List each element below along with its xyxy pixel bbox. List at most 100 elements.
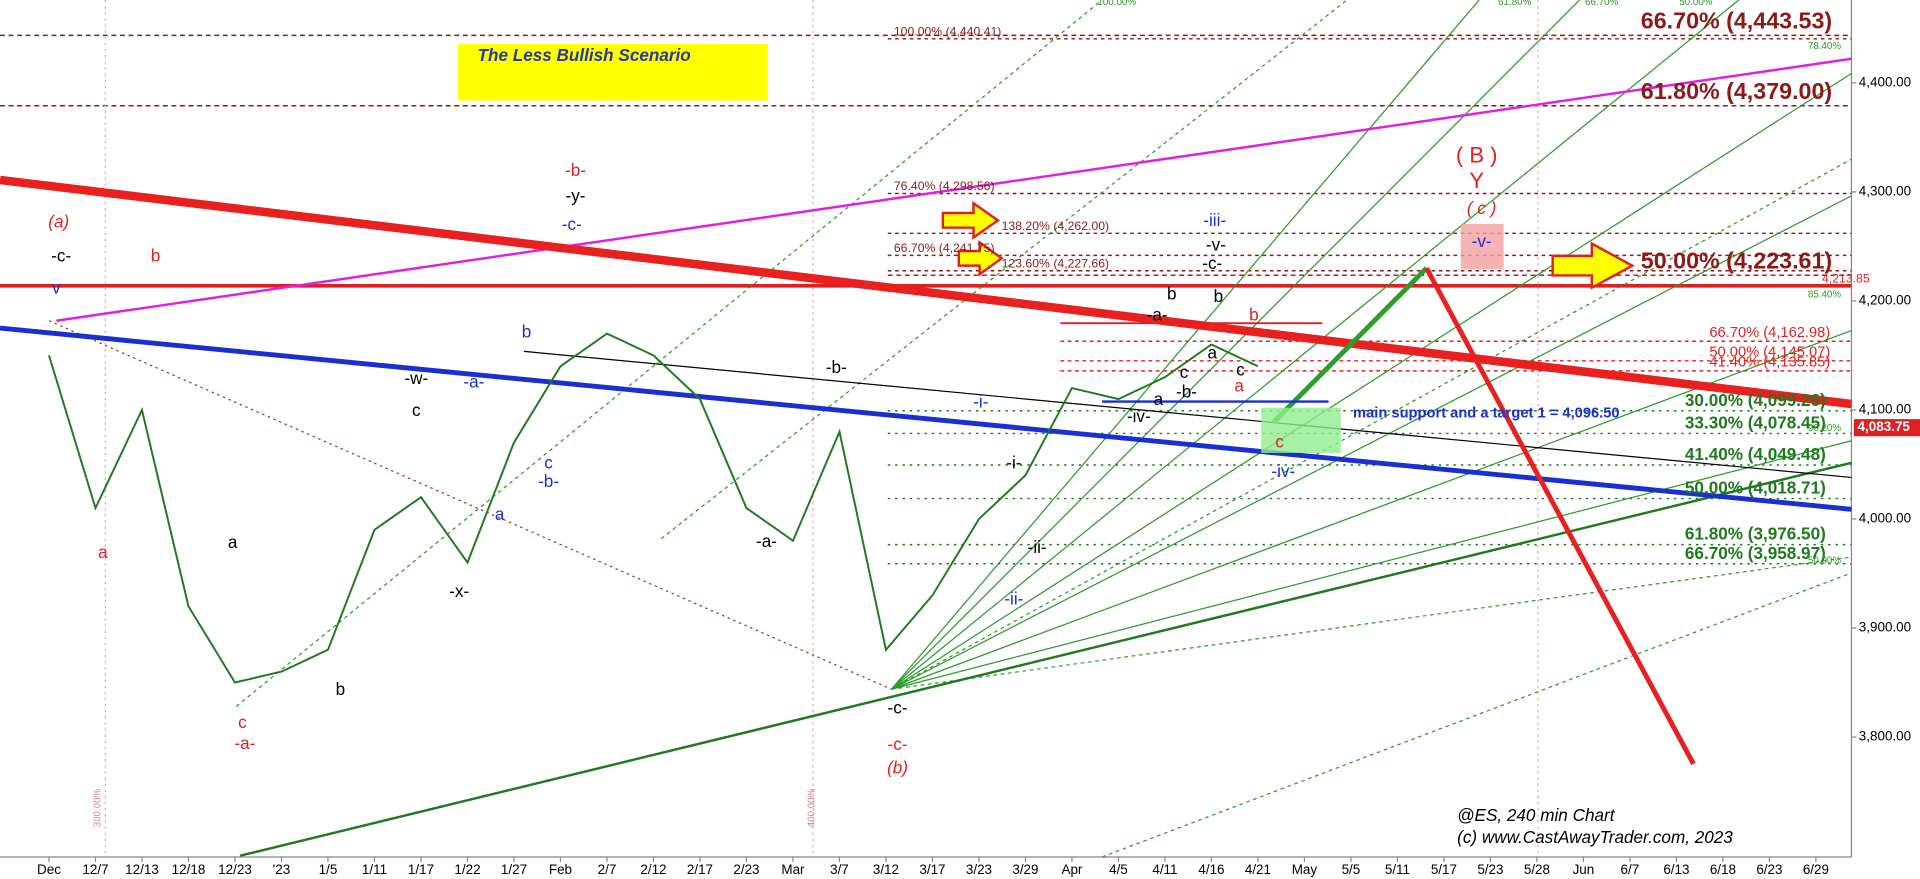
trendline [48, 320, 892, 690]
projection [1424, 266, 1696, 766]
chart-title: The Less Bullish Scenario [478, 45, 691, 65]
projection [1271, 266, 1429, 425]
wave-label: ( B ) [1456, 143, 1498, 168]
level-label: 50.00% (4,018.71) [1685, 478, 1826, 498]
text-layer: The Less Bullish Scenario @ES, 240 min C… [37, 0, 1911, 877]
wave-label: -c- [888, 697, 908, 717]
fan-line [891, 72, 1852, 690]
wave-label: -c- [51, 246, 71, 266]
minor-label: 66.70% [1585, 0, 1618, 8]
wave-label: main support and a target 1 = 4,096.50 [1353, 406, 1620, 422]
wave-label: b [1249, 304, 1259, 324]
x-tick-label: Jun [1573, 862, 1595, 877]
x-tick-label: 3/17 [919, 862, 945, 877]
x-tick-label: 3/12 [873, 862, 899, 877]
trendline [239, 461, 1852, 857]
fan-line [891, 0, 1740, 690]
x-tick-label: 1/5 [319, 862, 338, 877]
x-tick-label: May [1292, 862, 1318, 877]
x-tick-label: 2/17 [687, 862, 713, 877]
last-price-tag [1853, 419, 1920, 437]
x-tick-label: 6/13 [1663, 862, 1689, 877]
title-box [457, 44, 768, 101]
wave-label: a [1154, 389, 1164, 409]
wave-label: b [1214, 286, 1224, 306]
x-tick-label: 12/13 [125, 862, 159, 877]
level-label: 61.80% (4,379.00) [1641, 78, 1832, 104]
level-label: 33.30% (4,078.45) [1685, 413, 1826, 433]
y-tick-label: 4,000.00 [1859, 511, 1911, 526]
trendline [0, 175, 1852, 409]
x-tick-label: 12/18 [172, 862, 206, 877]
x-tick-label: 1/17 [408, 862, 434, 877]
fan-line [891, 440, 1852, 690]
wave-label: -c- [888, 734, 908, 754]
wave-label: b [1167, 284, 1177, 304]
x-tick-label: 4/21 [1245, 862, 1271, 877]
wave-label: -ii- [1004, 588, 1023, 608]
x-tick-label: 12/23 [218, 862, 252, 877]
wave-label: -a- [234, 733, 255, 753]
trendline [524, 350, 1852, 479]
minor-label: 400.00% [806, 788, 817, 827]
x-tick-label: 3/23 [966, 862, 992, 877]
minor-label: 61.80% [1498, 0, 1531, 8]
level-label: 50.00% (4,223.61) [1641, 248, 1832, 274]
trendline [56, 57, 1852, 322]
level-label: 66.70% (4,241.75) [894, 241, 995, 255]
wave-label: -v- [1206, 235, 1226, 255]
x-tick-label: 2/7 [598, 862, 617, 877]
level-label: 41.40% (4,049.48) [1685, 444, 1826, 464]
level-label: 123.60% (4,227.66) [1002, 256, 1109, 270]
trendline [660, 0, 1348, 540]
x-tick-label: 4/5 [1109, 862, 1128, 877]
wave-label: ( c ) [1467, 198, 1496, 218]
wave-label: c [238, 712, 247, 732]
y-tick-label: 4,300.00 [1859, 183, 1911, 198]
level-label: 66.70% (4,162.98) [1709, 325, 1830, 341]
wave-label: -b- [565, 160, 586, 180]
x-tick-label: 2/23 [733, 862, 759, 877]
level-label: 50.00% (4,145.07) [1709, 345, 1830, 361]
level-label: 138.20% (4,262.00) [1002, 219, 1109, 233]
x-tick-label: 3/29 [1012, 862, 1038, 877]
wave-label: -a- [756, 531, 777, 551]
x-tick-label: 1/11 [362, 862, 387, 877]
target-zone [1460, 224, 1504, 270]
x-tick-label: 5/5 [1342, 862, 1361, 877]
minor-label: 78.40% [1808, 41, 1841, 52]
wave-label: -iii- [1203, 210, 1226, 230]
wave-label: -c- [562, 214, 582, 234]
level-label: 100.00% (4,440.41) [894, 24, 1001, 38]
x-tick-label: 6/23 [1756, 862, 1782, 877]
minor-label: 50.00% [1679, 0, 1712, 8]
footer: (c) www.CastAwayTrader.com, 2023 [1457, 827, 1733, 847]
price-line [48, 332, 1259, 684]
wave-label: -i- [973, 391, 988, 411]
x-tick-label: Mar [781, 862, 805, 877]
y-tick-label: 4,100.00 [1859, 402, 1911, 417]
x-tick-label: Apr [1061, 862, 1082, 877]
trendline [1101, 572, 1852, 858]
wave-label: -x- [449, 581, 469, 601]
wave-label: c [412, 400, 421, 420]
wave-label: a [495, 504, 505, 524]
fan-line [891, 329, 1852, 690]
trendline [235, 0, 1103, 707]
minor-label: 85.40% [1808, 290, 1841, 301]
wave-label: c [1180, 362, 1189, 382]
minor-label: 90.20% [1808, 423, 1841, 434]
wave-label: -a- [1147, 304, 1168, 324]
level-label: 4,213.85 [1822, 271, 1870, 285]
level-label: 66.70% (4,443.53) [1641, 8, 1832, 34]
wave-label: a [228, 532, 238, 552]
arrow [941, 200, 1001, 240]
last-price-label: 4,083.75 [1858, 419, 1911, 434]
trendline [891, 158, 1852, 690]
wave-label: c [1275, 432, 1284, 452]
x-tick-label: Feb [549, 862, 572, 877]
arrow [957, 240, 1004, 277]
